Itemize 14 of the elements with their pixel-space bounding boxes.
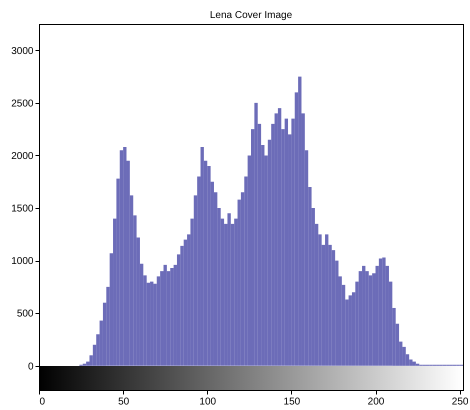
x-tick-label: 100 <box>199 396 217 408</box>
x-tick-label: 0 <box>40 396 46 408</box>
chart-title: Lena Cover Image <box>210 10 293 21</box>
y-tick-label: 500 <box>16 308 34 320</box>
x-tick-label: 150 <box>284 396 301 408</box>
y-tick-label: 2000 <box>11 150 34 162</box>
y-tick-label: 1000 <box>11 256 34 268</box>
y-tick-label: 2500 <box>11 98 34 110</box>
x-tick-label: 250 <box>452 396 469 408</box>
y-tick-label: 0 <box>28 361 34 372</box>
x-tick-label: 200 <box>368 396 385 408</box>
x-tick-label: 50 <box>118 396 130 408</box>
y-tick-label: 1500 <box>11 204 34 215</box>
y-tick-label: 3000 <box>11 46 34 57</box>
